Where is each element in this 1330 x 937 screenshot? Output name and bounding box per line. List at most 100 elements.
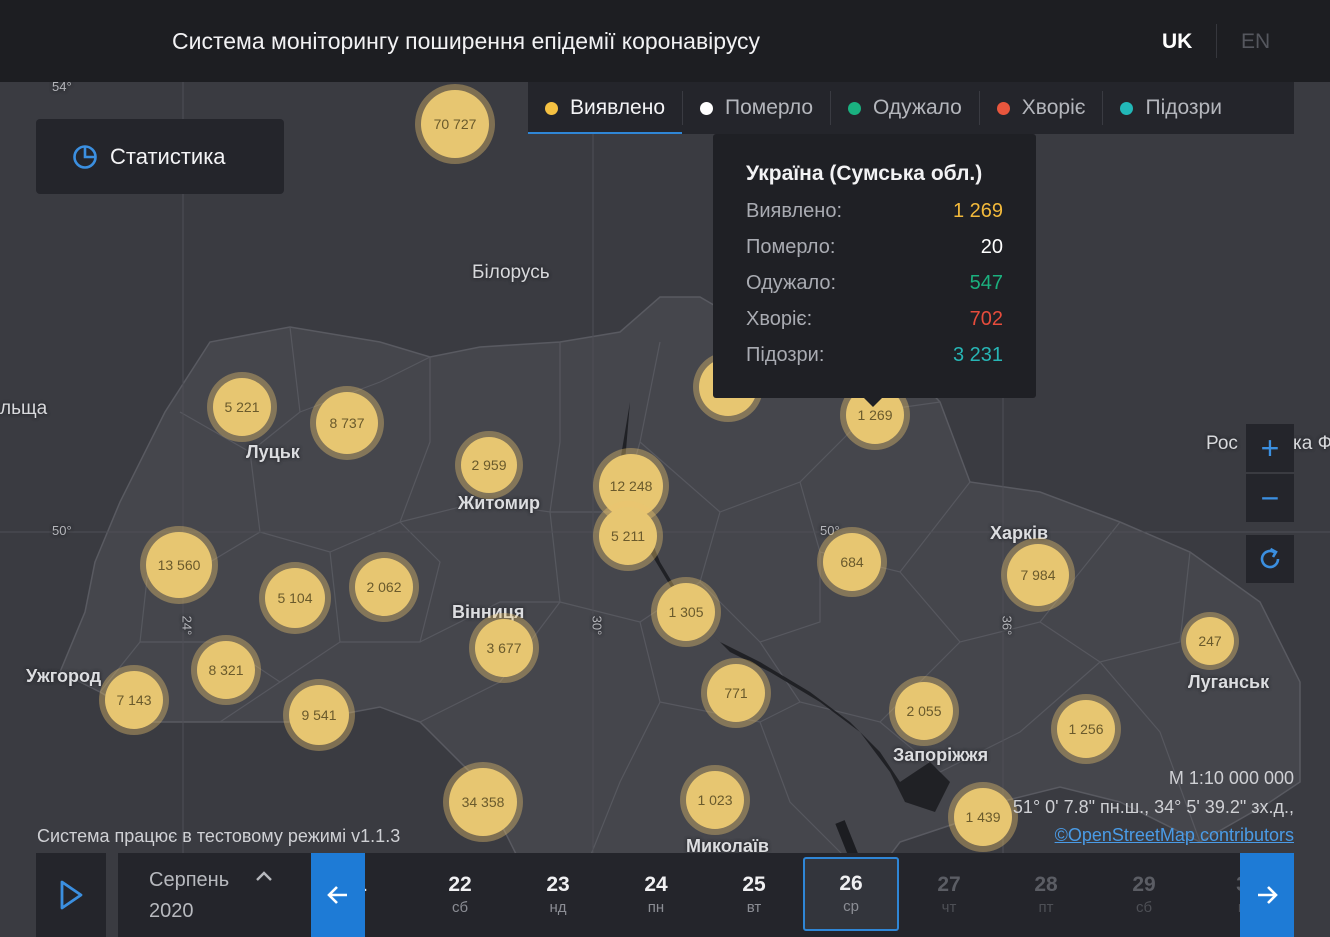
- play-icon: [60, 880, 83, 910]
- day-item[interactable]: 25 вт: [742, 873, 766, 916]
- cluster-marker[interactable]: 70 727: [415, 84, 495, 164]
- day-item[interactable]: 23 нд: [546, 873, 570, 916]
- cluster-marker[interactable]: 5 221: [207, 372, 277, 442]
- tooltip-row-deaths: Померло: 20: [746, 236, 1003, 258]
- city-label-uzhhorod: Ужгород: [26, 666, 102, 686]
- tab-detected[interactable]: Виявлено: [528, 82, 682, 134]
- plus-icon: +: [1260, 429, 1280, 466]
- tab-deaths[interactable]: Померло: [683, 82, 830, 134]
- city-label-vinnytsia: Вінниця: [452, 602, 525, 622]
- cluster-marker[interactable]: 2 062: [349, 552, 419, 622]
- cluster-marker[interactable]: 5 104: [259, 562, 331, 634]
- cluster-count: 5 104: [265, 568, 325, 628]
- lang-en-button[interactable]: EN: [1241, 30, 1271, 53]
- city-label-mykolaiv: Миколаїв: [686, 836, 769, 856]
- cluster-marker[interactable]: 13 560: [140, 526, 218, 604]
- day-item[interactable]: 1т: [365, 857, 409, 931]
- tab-recovered[interactable]: Одужало: [831, 82, 979, 134]
- cluster-marker[interactable]: 34 358: [443, 762, 523, 842]
- tab-label: Виявлено: [570, 96, 665, 119]
- day-item[interactable]: 22 сб: [448, 873, 472, 916]
- city-label-zaporizhzhia: Запоріжжя: [893, 745, 989, 765]
- grid-label-lon36: 36°: [999, 615, 1015, 636]
- cluster-marker[interactable]: 2 959: [455, 431, 523, 499]
- cluster-marker[interactable]: 1 256: [1051, 694, 1121, 764]
- zoom-in-button[interactable]: +: [1246, 424, 1294, 472]
- arrow-left-icon: [327, 886, 347, 904]
- cluster-count: 1 439: [954, 788, 1012, 846]
- cluster-marker[interactable]: 771: [701, 658, 771, 728]
- city-label-kharkiv: Харків: [990, 523, 1049, 543]
- day-item[interactable]: 24 пн: [644, 873, 668, 916]
- arrow-right-icon: [1258, 886, 1278, 904]
- grid-label-lat50b: 50°: [820, 523, 840, 538]
- cluster-marker[interactable]: 247: [1181, 612, 1239, 670]
- day-item[interactable]: 27 чт: [937, 873, 961, 916]
- cluster-marker[interactable]: 7 143: [99, 665, 169, 735]
- sick-dot-icon: [996, 101, 1010, 115]
- refresh-button[interactable]: [1246, 535, 1294, 583]
- prev-day-button[interactable]: [311, 853, 365, 937]
- tooltip-arrow: [863, 397, 883, 407]
- cluster-count: 2 062: [355, 558, 413, 616]
- cluster-count: 34 358: [449, 768, 517, 836]
- play-button[interactable]: [36, 853, 106, 937]
- deaths-dot-icon: [700, 101, 713, 115]
- city-label-zhytomyr: Житомир: [458, 493, 541, 513]
- cluster-marker[interactable]: 8 737: [310, 386, 384, 460]
- day-item-selected[interactable]: 26 ср: [803, 857, 899, 931]
- grid-label-lat54: 54°: [52, 82, 72, 94]
- recovered-dot-icon: [848, 101, 862, 115]
- cluster-marker[interactable]: 9 541: [283, 679, 355, 751]
- cluster-marker[interactable]: 1 305: [651, 577, 721, 647]
- cluster-count: 1 305: [657, 583, 715, 641]
- grid-label-lon30: 30°: [589, 615, 605, 636]
- lang-uk-button[interactable]: UK: [1162, 30, 1193, 53]
- tab-suspected[interactable]: Підозри: [1103, 82, 1239, 134]
- cluster-marker[interactable]: 1 439: [948, 782, 1018, 852]
- region-tooltip: Україна (Сумська обл.) Виявлено: 1 269 П…: [713, 134, 1036, 398]
- cluster-marker[interactable]: 1 023: [680, 765, 750, 835]
- cluster-count: 8 737: [316, 392, 378, 454]
- tooltip-title: Україна (Сумська обл.): [746, 162, 983, 185]
- chevron-up-icon: [256, 871, 272, 881]
- cluster-count: 7 143: [105, 671, 163, 729]
- osm-attribution-link[interactable]: ©OpenStreetMap contributors: [1054, 825, 1294, 845]
- cluster-count: 70 727: [421, 90, 489, 158]
- tab-label: Підозри: [1145, 96, 1222, 119]
- cluster-count: 5 221: [213, 378, 271, 436]
- country-label-poland: льща: [0, 398, 48, 419]
- cluster-count: 247: [1186, 617, 1234, 665]
- cluster-marker[interactable]: 8 321: [191, 635, 261, 705]
- day-item[interactable]: 29 сб: [1132, 873, 1156, 916]
- cluster-marker[interactable]: 2 055: [889, 676, 959, 746]
- cursor-coordinates: 51° 0' 7.8" пн.ш., 34° 5' 39.2" зх.д.,: [1012, 797, 1294, 817]
- minus-icon: −: [1260, 479, 1280, 516]
- day-item[interactable]: 28 пт: [1034, 873, 1058, 916]
- cluster-count: 13 560: [146, 532, 212, 598]
- city-label-lutsk: Луцьк: [246, 442, 300, 462]
- cluster-marker[interactable]: 5 211: [593, 501, 663, 571]
- cluster-marker[interactable]: 7 984: [1001, 538, 1075, 612]
- tooltip-row-detected: Виявлено: 1 269: [746, 200, 1003, 222]
- country-label-belarus: Білорусь: [472, 262, 550, 283]
- tooltip-row-sick: Хворіє: 702: [746, 308, 1003, 330]
- month-selector[interactable]: Серпень 2020: [118, 853, 311, 937]
- city-label-luhansk: Луганськ: [1188, 672, 1270, 692]
- cluster-count: 2 959: [461, 437, 517, 493]
- tab-sick[interactable]: Хворіє: [980, 82, 1103, 134]
- pie-chart-icon: [73, 144, 97, 169]
- next-day-button[interactable]: [1240, 853, 1294, 937]
- cluster-marker[interactable]: 684: [817, 527, 887, 597]
- statistics-button[interactable]: Статистика: [36, 119, 284, 194]
- cluster-marker[interactable]: 3 677: [469, 613, 539, 683]
- map-canvas[interactable]: 54° 50° 50° 24° 30° 36° Білорусь льща Ро…: [0, 82, 1330, 937]
- map-scale: М 1:10 000 000: [1168, 768, 1294, 788]
- legend-tabs: Виявлено Померло Одужало Хворіє Підозри: [528, 82, 1294, 134]
- day-item[interactable]: 3н: [1194, 857, 1240, 931]
- zoom-out-button[interactable]: −: [1246, 474, 1294, 522]
- cluster-count: 684: [823, 533, 881, 591]
- lang-divider: [1216, 24, 1217, 58]
- cluster-count: 771: [707, 664, 765, 722]
